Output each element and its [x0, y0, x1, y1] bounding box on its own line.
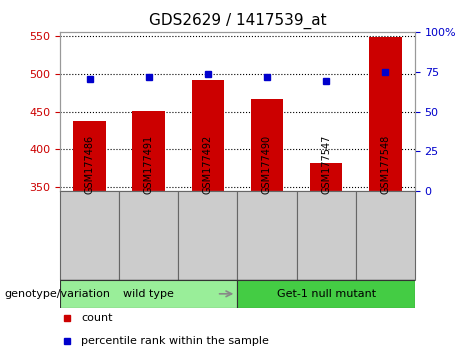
Bar — [356, 191, 415, 280]
Bar — [237, 280, 415, 308]
Bar — [60, 191, 119, 280]
Bar — [192, 80, 224, 191]
Text: genotype/variation: genotype/variation — [5, 289, 111, 299]
Text: wild type: wild type — [123, 289, 174, 299]
Bar — [310, 163, 343, 191]
Bar — [119, 191, 178, 280]
Bar — [251, 99, 283, 191]
Text: GSM177492: GSM177492 — [203, 135, 213, 194]
Bar — [73, 121, 106, 191]
Text: GSM177491: GSM177491 — [144, 135, 154, 194]
Text: count: count — [81, 313, 113, 323]
Bar — [369, 37, 402, 191]
Text: GSM177547: GSM177547 — [321, 135, 331, 194]
Bar — [60, 280, 237, 308]
Text: Get-1 null mutant: Get-1 null mutant — [277, 289, 376, 299]
Text: GSM177486: GSM177486 — [84, 135, 95, 194]
Text: GSM177490: GSM177490 — [262, 135, 272, 194]
Text: GSM177548: GSM177548 — [380, 135, 390, 194]
Title: GDS2629 / 1417539_at: GDS2629 / 1417539_at — [148, 13, 326, 29]
Bar — [178, 191, 237, 280]
Text: percentile rank within the sample: percentile rank within the sample — [81, 336, 269, 346]
Bar — [237, 191, 296, 280]
Bar — [132, 111, 165, 191]
Bar — [296, 191, 356, 280]
